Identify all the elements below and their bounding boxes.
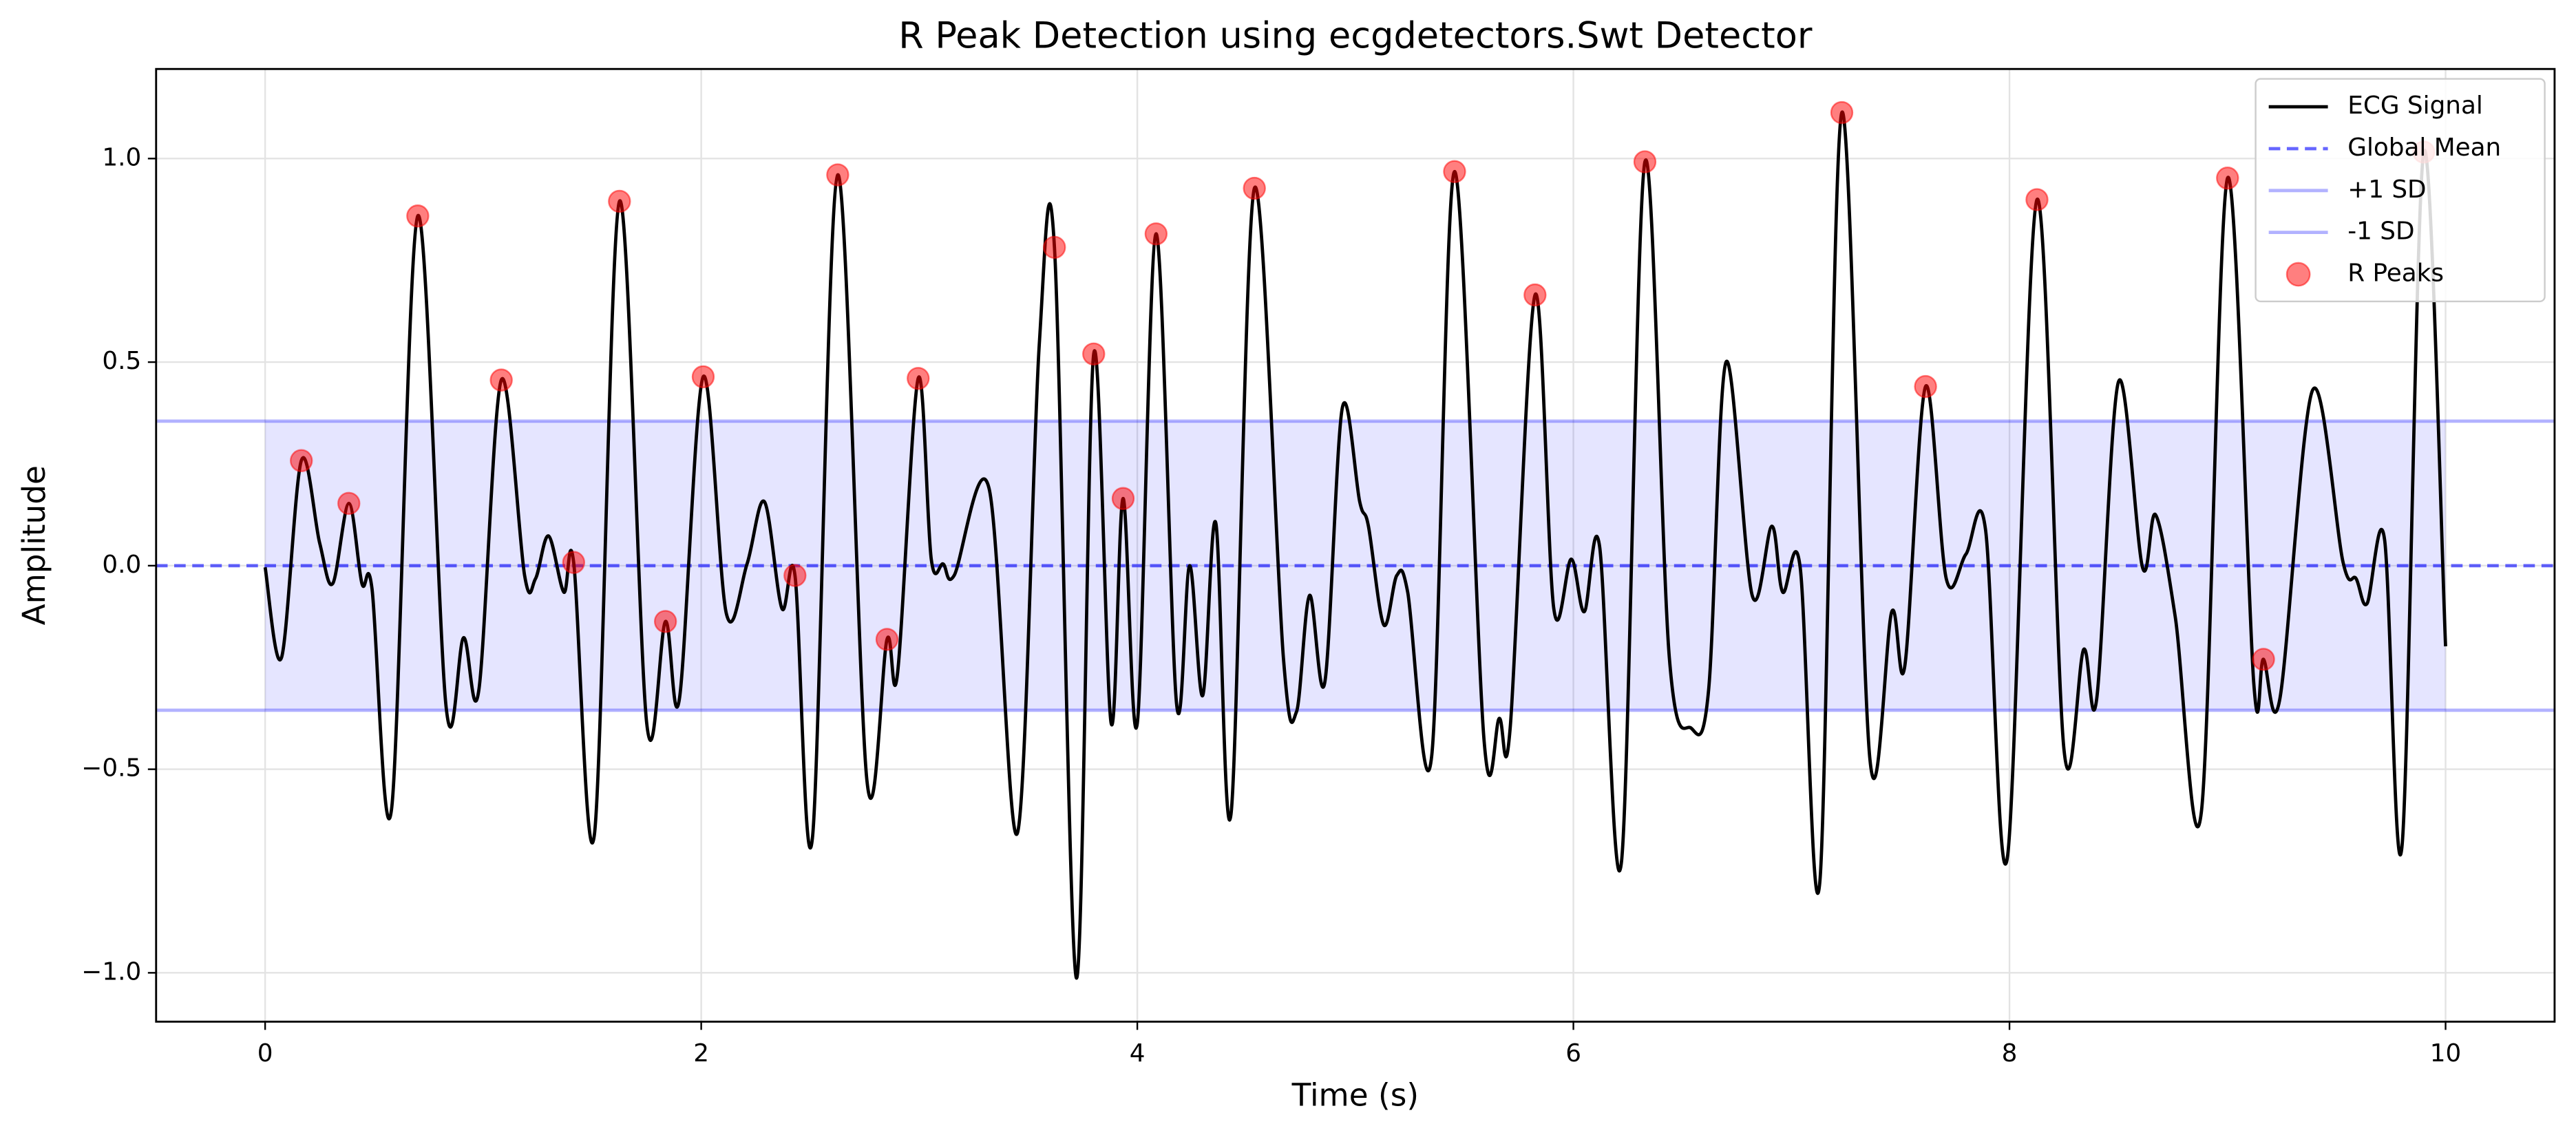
r-peak [783, 564, 807, 587]
r-peak [1633, 150, 1657, 173]
r-peak [1914, 374, 1937, 399]
x-tick-label: 8 [2002, 1039, 2018, 1068]
legend-box [2255, 78, 2546, 303]
x-tick-label: 6 [1565, 1039, 1581, 1068]
y-tick-label: 0.5 [102, 347, 141, 375]
y-tick-label: −0.5 [81, 754, 141, 783]
r-peak [2252, 648, 2275, 671]
legend-label: Global Mean [2347, 134, 2501, 162]
r-peak [2025, 188, 2049, 211]
r-peak [489, 368, 513, 392]
x-tick-label: 0 [257, 1039, 273, 1068]
r-peak [1443, 160, 1466, 183]
y-tick-label: −1.0 [81, 957, 141, 986]
legend-label: ECG Signal [2347, 92, 2483, 120]
r-peak [562, 551, 586, 574]
y-axis-label: Amplitude [16, 465, 52, 625]
r-peak [1523, 283, 1547, 307]
r-peak [608, 189, 631, 213]
r-peak [406, 204, 430, 228]
r-peak [290, 449, 313, 472]
chart-title: R Peak Detection using ecgdetectors.Swt … [898, 15, 1813, 57]
r-peak [653, 610, 677, 633]
x-tick-label: 10 [2430, 1039, 2462, 1068]
r-peak [1111, 487, 1135, 510]
y-tick-label: 0.0 [102, 551, 141, 579]
legend-label: -1 SD [2347, 218, 2414, 246]
r-peak [907, 367, 930, 390]
r-peak [337, 491, 361, 516]
r-peak [875, 628, 899, 651]
r-peak [2216, 167, 2239, 190]
r-peak [1144, 222, 1168, 246]
r-peak [1043, 235, 1066, 259]
x-tick-label: 2 [693, 1039, 709, 1068]
r-peak [1830, 100, 1854, 125]
legend-label: +1 SD [2347, 176, 2426, 204]
x-tick-label: 4 [1130, 1039, 1146, 1068]
y-tick-label: 1.0 [102, 143, 141, 171]
x-axis-label: Time (s) [1291, 1077, 1419, 1114]
r-peak [691, 365, 715, 389]
r-peak [1243, 176, 1266, 200]
plot-frame [155, 67, 2556, 1023]
legend-label: R Peaks [2347, 259, 2444, 288]
r-peak [1082, 342, 1106, 365]
legend-marker [2285, 262, 2311, 287]
r-peak [826, 163, 849, 187]
ecg-line [263, 110, 2447, 979]
